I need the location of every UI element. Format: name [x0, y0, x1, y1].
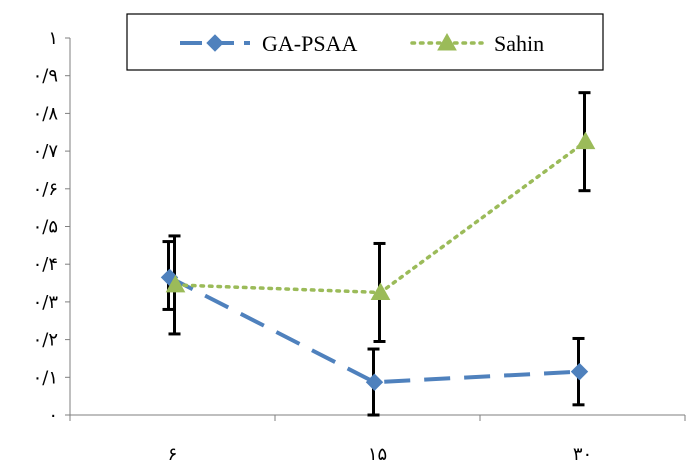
y-tick-label: ۰/۵	[33, 217, 58, 238]
legend-marker	[206, 34, 224, 52]
axes	[65, 37, 686, 421]
x-tick-label: ۳۰	[573, 444, 592, 463]
legend-marker	[437, 32, 457, 51]
y-tick-labels: ۰ ۰/۱ ۰/۲ ۰/۳ ۰/۴ ۰/۵ ۰/۶ ۰/۷ ۰/۸ ۰/۹ ۱	[33, 28, 59, 426]
y-tick-label: ۰/۸	[33, 103, 59, 124]
data-point	[365, 373, 384, 391]
y-tick-label: ۰/۲	[33, 330, 58, 351]
y-tick-label: ۰/۴	[33, 254, 58, 275]
series-layer	[160, 91, 596, 417]
data-point	[165, 274, 186, 293]
y-tick-label: ۱	[48, 28, 58, 49]
series-line	[168, 275, 580, 385]
y-tick-label: ۰/۹	[33, 66, 58, 87]
y-tick-label: ۰/۳	[33, 292, 59, 313]
x-tick-label: ۱۵	[368, 444, 387, 463]
legend: GA-PSAA Sahin	[126, 13, 604, 71]
legend-box	[126, 13, 604, 71]
data-point	[570, 362, 589, 381]
legend-label: Sahin	[494, 31, 544, 56]
y-tick-label: ۰/۷	[33, 141, 59, 162]
series-0	[160, 268, 589, 391]
data-point	[370, 282, 391, 300]
data-point	[575, 131, 596, 150]
legend-label: GA-PSAA	[262, 31, 357, 56]
x-tick-label: ۶	[168, 444, 178, 463]
y-tick-label: ۰/۱	[33, 367, 58, 388]
series-errorbars-1	[168, 91, 591, 343]
x-tick-labels: ۶ ۱۵ ۳۰	[168, 444, 593, 463]
y-tick-label: ۰	[48, 405, 58, 426]
series-1	[165, 131, 596, 300]
y-tick-label: ۰/۶	[33, 179, 58, 200]
